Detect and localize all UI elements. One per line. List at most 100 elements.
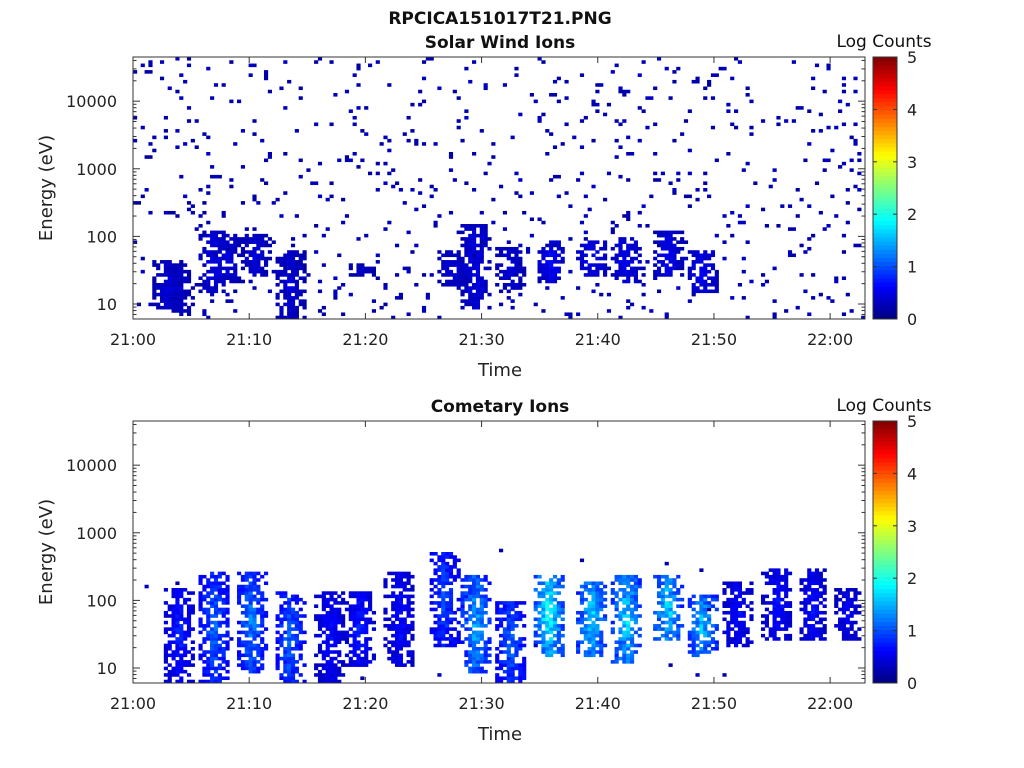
spectrogram-cell	[383, 227, 388, 231]
spectrogram-cell	[175, 305, 180, 310]
spectrogram-cell	[352, 637, 357, 641]
spectrogram-cell	[287, 253, 292, 258]
spectrogram-cell	[206, 679, 211, 684]
spectrogram-cell	[252, 630, 257, 635]
spectrogram-cell	[780, 584, 785, 589]
spectrogram-cell	[263, 581, 269, 586]
spectrogram-cell	[221, 620, 226, 625]
spectrogram-cell	[737, 620, 743, 625]
spectrogram-cell	[287, 286, 292, 290]
spectrogram-cell	[514, 617, 519, 622]
spectrogram-cell	[814, 630, 820, 635]
spectrogram-cell	[171, 666, 176, 671]
spectrogram-cell	[714, 607, 719, 612]
spectrogram-cell	[552, 260, 558, 264]
spectrogram-cell	[468, 292, 473, 297]
spectrogram-cell	[595, 83, 600, 87]
colorbar-swatch	[873, 650, 897, 655]
spectrogram-cell	[348, 109, 353, 113]
spectrogram-cell	[541, 269, 546, 274]
spectrogram-cell	[595, 601, 600, 605]
spectrogram-cell	[356, 165, 361, 169]
spectrogram-cell	[287, 653, 292, 658]
spectrogram-cell	[626, 574, 631, 579]
spectrogram-cell	[437, 578, 442, 582]
spectrogram-cell	[213, 243, 219, 248]
spectrogram-cell	[626, 578, 631, 582]
spectrogram-cell	[472, 286, 477, 290]
spectrogram-cell	[159, 76, 165, 81]
spectrogram-cell	[198, 620, 203, 625]
spectrogram-cell	[175, 129, 180, 133]
spectrogram-cell	[260, 650, 265, 654]
spectrogram-cell	[510, 679, 515, 684]
spectrogram-cell	[537, 269, 542, 274]
spectrogram-cell	[402, 581, 407, 586]
spectrogram-cell	[629, 640, 635, 644]
spectrogram-cell	[841, 620, 847, 625]
spectrogram-cell	[695, 637, 700, 641]
spectrogram-cell	[845, 607, 850, 612]
spectrogram-cell	[352, 607, 357, 612]
spectrogram-cell	[244, 604, 249, 608]
y-tick-label: 1000	[76, 524, 117, 543]
spectrogram-cell	[263, 610, 269, 615]
spectrogram-cell	[664, 627, 669, 631]
spectrogram-cell	[171, 624, 176, 628]
spectrogram-cell	[402, 624, 407, 628]
spectrogram-cell	[344, 637, 350, 641]
spectrogram-cell	[248, 653, 253, 658]
spectrogram-cell	[811, 627, 816, 631]
spectrogram-cell	[633, 578, 638, 582]
spectrogram-cell	[237, 279, 242, 284]
spectrogram-cell	[506, 266, 511, 271]
spectrogram-cell	[841, 161, 847, 166]
spectrogram-cell	[849, 135, 854, 140]
spectrogram-cell	[653, 151, 658, 156]
spectrogram-cell	[344, 633, 350, 638]
spectrogram-cell	[325, 679, 330, 684]
spectrogram-cell	[475, 263, 481, 267]
spectrogram-cell	[533, 588, 538, 592]
spectrogram-cell	[429, 627, 434, 631]
spectrogram-cell	[348, 266, 353, 271]
spectrogram-cell	[329, 620, 334, 625]
spectrogram-cell	[691, 286, 696, 290]
spectrogram-cell	[541, 276, 546, 280]
colorbar-swatch	[873, 233, 897, 238]
spectrogram-cell	[549, 584, 554, 589]
spectrogram-cell	[421, 142, 427, 146]
spectrogram-cell	[163, 646, 168, 651]
spectrogram-cell	[279, 289, 284, 294]
spectrogram-cell	[452, 282, 457, 287]
spectrogram-cell	[475, 305, 481, 310]
spectrogram-cell	[217, 260, 222, 264]
spectrogram-cell	[213, 233, 219, 238]
spectrogram-cell	[552, 614, 558, 618]
spectrogram-cell	[541, 614, 546, 618]
spectrogram-cell	[175, 597, 180, 602]
spectrogram-cell	[479, 607, 484, 612]
spectrogram-cell	[730, 233, 735, 238]
spectrogram-cell	[556, 581, 561, 586]
spectrogram-cell	[687, 601, 692, 605]
spectrogram-cell	[664, 620, 669, 625]
spectrogram-cell	[776, 591, 781, 595]
spectrogram-cell	[325, 640, 330, 644]
spectrogram-cell	[202, 263, 207, 267]
spectrogram-cell	[672, 266, 677, 271]
spectrogram-cell	[448, 155, 454, 159]
spectrogram-cell	[849, 604, 854, 608]
spectrogram-cell	[290, 607, 296, 612]
spectrogram-cell	[506, 646, 511, 651]
spectrogram-cell	[499, 633, 504, 638]
spectrogram-cell	[179, 679, 184, 684]
spectrogram-cell	[499, 610, 504, 615]
spectrogram-cell	[425, 57, 430, 61]
spectrogram-cell	[518, 663, 523, 667]
spectrogram-cell	[252, 656, 257, 661]
spectrogram-cell	[287, 302, 292, 307]
spectrogram-cell	[811, 630, 816, 635]
spectrogram-cell	[572, 135, 577, 140]
spectrogram-cell	[841, 624, 847, 628]
